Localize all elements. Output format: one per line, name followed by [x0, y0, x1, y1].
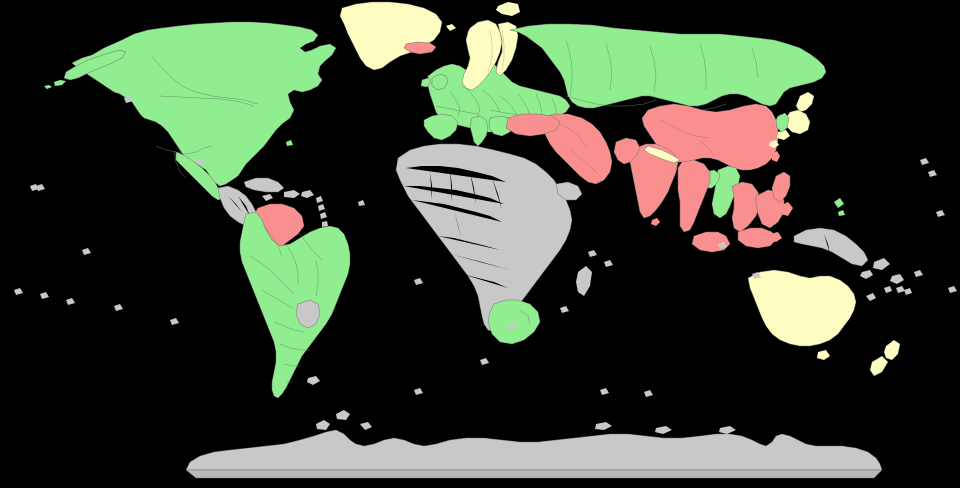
region-southeast-asia — [677, 151, 793, 253]
region-oceania-grey — [793, 227, 912, 301]
region-africa — [395, 143, 592, 333]
region-antarctica — [185, 410, 883, 479]
region-nepal — [643, 145, 681, 164]
region-iceland — [403, 41, 437, 55]
island-specks — [14, 96, 957, 397]
region-russia — [509, 23, 827, 119]
region-korea — [775, 112, 790, 133]
region-australia — [747, 269, 857, 360]
region-japan — [769, 91, 815, 148]
region-new-zealand — [869, 339, 901, 377]
region-south-america — [239, 203, 351, 399]
region-greenland — [339, 1, 456, 71]
region-scandinavia — [461, 2, 520, 91]
region-middle-east — [505, 113, 613, 185]
region-india — [613, 137, 679, 226]
region-north-america — [44, 21, 337, 201]
